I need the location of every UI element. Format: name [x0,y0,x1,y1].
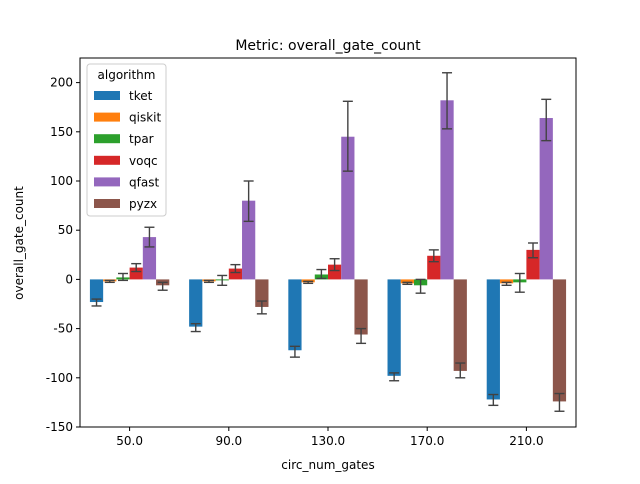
x-axis-label: circ_num_gates [281,458,374,472]
y-tick-label: 150 [50,125,73,139]
bar-qfast-90.0 [242,200,256,280]
legend-swatch-qiskit [94,112,120,122]
bar-tket-170.0 [387,279,401,376]
legend-label-tket: tket [129,89,153,103]
bar-qiskit-210.0 [499,279,514,284]
y-tick-label: -150 [46,420,73,434]
y-tick-label: 50 [58,223,73,237]
x-tick-label: 50.0 [116,434,143,448]
bar-pyzx-210.0 [552,279,567,402]
y-tick-label: -50 [53,322,73,336]
legend-label-pyzx: pyzx [129,197,157,211]
bar-voqc-90.0 [228,268,243,280]
bar-qfast-170.0 [440,100,454,280]
bar-pyzx-90.0 [255,279,269,307]
y-axis-label: overall_gate_count [12,186,26,300]
x-tick-label: 170.0 [410,434,444,448]
bar-tket-130.0 [288,279,302,351]
legend-label-voqc: voqc [129,154,158,168]
x-tick-label: 90.0 [215,434,242,448]
bar-voqc-130.0 [328,264,342,280]
plot-area: -150 -100 -50 0 50 100 150 200 50.0 90.0 130.0 170.… [46,57,577,448]
legend-label-qfast: qfast [129,175,159,189]
legend: algorithm tket qiskit tpar voqc qfast pyzx [86,63,167,217]
y-tick-label: 100 [50,174,73,188]
plot-frame [79,57,577,428]
y-tick-label: 0 [65,272,73,286]
legend-swatch-voqc [94,155,120,165]
legend-label-qiskit: qiskit [129,111,161,125]
bar-tket-210.0 [486,279,500,400]
bar-voqc-50.0 [129,267,143,280]
y-tick-label: 200 [50,76,73,90]
legend-swatch-qfast [94,177,120,187]
bar-qfast-210.0 [539,118,553,280]
bar-qiskit-170.0 [400,279,414,284]
bar-qfast-130.0 [341,136,355,280]
chart-title: Metric: overall_gate_count [235,38,421,54]
x-tick-label: 130.0 [311,434,345,448]
bar-pyzx-130.0 [354,279,368,335]
legend-swatch-tket [94,91,120,100]
legend-title: algorithm [98,68,156,82]
legend-swatch-pyzx [94,199,120,208]
bar-pyzx-170.0 [453,279,467,371]
bar-tket-50.0 [89,279,104,303]
legend-swatch-tpar [94,134,120,144]
y-tick-label: -100 [46,371,73,385]
x-tick-label: 210.0 [509,434,543,448]
bar-tket-90.0 [189,279,203,327]
legend-label-tpar: tpar [129,132,154,146]
bar-qfast-50.0 [142,237,157,280]
